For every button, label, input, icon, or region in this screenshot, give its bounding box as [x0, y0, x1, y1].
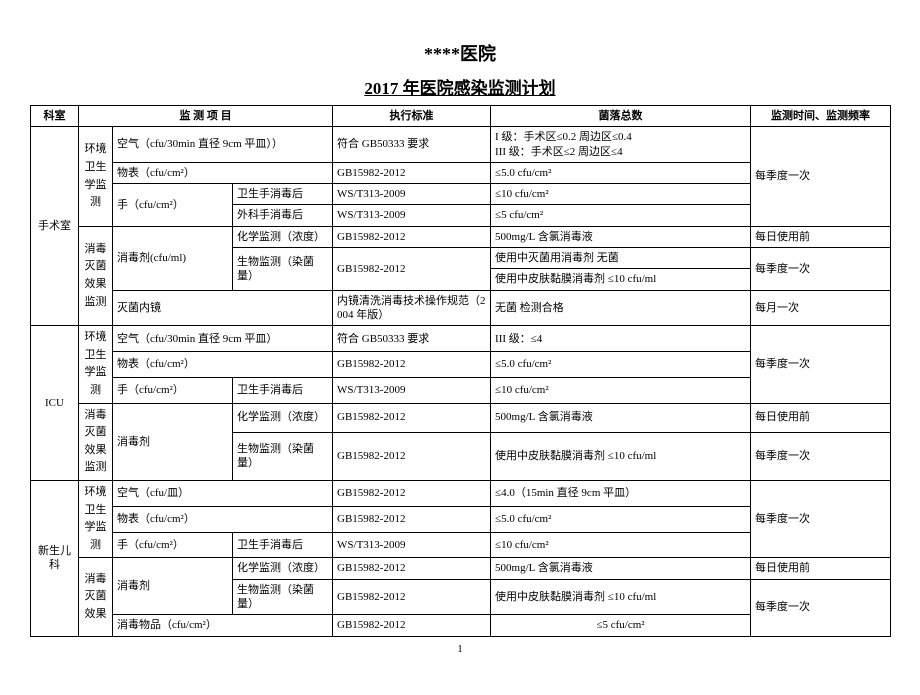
cell: ≤5.0 cfu/cm²	[491, 352, 751, 378]
cell: 使用中灭菌用消毒剂 无菌	[491, 248, 751, 269]
cell: 符合 GB50333 要求	[333, 127, 491, 163]
cell: 500mg/L 含氯消毒液	[491, 558, 751, 579]
table-row: ICU 环境卫生学监测 空气（cfu/30min 直径 9cm 平皿） 符合 G…	[31, 326, 891, 352]
table-row: 消毒灭菌效果 消毒剂 化学监测（浓度） GB15982-2012 500mg/L…	[31, 558, 891, 579]
plan-title: 2017 年医院感染监测计划	[30, 74, 890, 99]
cell: 空气（cfu/30min 直径 9cm 平皿））	[113, 127, 333, 163]
dis-label: 消毒灭菌效果监测	[79, 403, 113, 480]
cell: GB15982-2012	[333, 506, 491, 532]
cell: ≤10 cfu/cm²	[491, 532, 751, 558]
cell: 消毒物品（cfu/cm²）	[113, 615, 333, 636]
cell: GB15982-2012	[333, 432, 491, 480]
cell: 内镜清洗消毒技术操作规范（2004 年版）	[333, 290, 491, 326]
cell: 符合 GB50333 要求	[333, 326, 491, 352]
cell: WS/T313-2009	[333, 184, 491, 205]
cell: GB15982-2012	[333, 579, 491, 615]
cell: ≤10 cfu/cm²	[491, 184, 751, 205]
cell: ≤5.0 cfu/cm²	[491, 506, 751, 532]
cell: GB15982-2012	[333, 248, 491, 291]
th-item: 监 测 项 目	[79, 106, 333, 127]
cell: 每季度一次	[751, 481, 891, 558]
cell: WS/T313-2009	[333, 377, 491, 403]
th-colony: 菌落总数	[491, 106, 751, 127]
cell: 使用中皮肤黏膜消毒剂 ≤10 cfu/ml	[491, 269, 751, 290]
env-label: 环境卫生学监测	[79, 127, 113, 226]
cell: 消毒剂(cfu/ml)	[113, 226, 233, 290]
cell: 外科手消毒后	[233, 205, 333, 226]
cell: GB15982-2012	[333, 481, 491, 507]
th-freq: 监测时间、监测频率	[751, 106, 891, 127]
cell: 生物监测（染菌量）	[233, 432, 333, 480]
cell: 消毒剂	[113, 403, 233, 480]
cell: 化学监测（浓度）	[233, 558, 333, 579]
cell: 手（cfu/cm²）	[113, 184, 233, 227]
monitoring-table: 科室 监 测 项 目 执行标准 菌落总数 监测时间、监测频率 手术室 环境卫生学…	[30, 105, 891, 637]
cell: 生物监测（染菌量）	[233, 579, 333, 615]
cell: WS/T313-2009	[333, 532, 491, 558]
cell: ≤5 cfu/cm²	[491, 205, 751, 226]
cell: GB15982-2012	[333, 162, 491, 183]
cell: 消毒剂	[113, 558, 233, 615]
cell: GB15982-2012	[333, 352, 491, 378]
table-row: 消毒灭菌效果监测 消毒剂(cfu/ml) 化学监测（浓度） GB15982-20…	[31, 226, 891, 247]
env-label: 环境卫生学监测	[79, 326, 113, 403]
cell: 卫生手消毒后	[233, 377, 333, 403]
cell: ≤4.0（15min 直径 9cm 平皿）	[491, 481, 751, 507]
cell: 每季度一次	[751, 248, 891, 291]
cell: 每季度一次	[751, 432, 891, 480]
table-row: 灭菌内镜 内镜清洗消毒技术操作规范（2004 年版） 无菌 检测合格 每月一次	[31, 290, 891, 326]
cell: 物表（cfu/cm²）	[113, 506, 333, 532]
th-dept: 科室	[31, 106, 79, 127]
cell: ≤10 cfu/cm²	[491, 377, 751, 403]
cell: 无菌 检测合格	[491, 290, 751, 326]
cell: 500mg/L 含氯消毒液	[491, 226, 751, 247]
cell: 每日使用前	[751, 558, 891, 579]
env-label: 环境卫生学监测	[79, 481, 113, 558]
cell: 每季度一次	[751, 326, 891, 403]
table-row: 消毒灭菌效果监测 消毒剂 化学监测（浓度） GB15982-2012 500mg…	[31, 403, 891, 432]
hospital-title: ****医院	[30, 40, 890, 66]
cell: 使用中皮肤黏膜消毒剂 ≤10 cfu/ml	[491, 432, 751, 480]
cell: 使用中皮肤黏膜消毒剂 ≤10 cfu/ml	[491, 579, 751, 615]
cell: 化学监测（浓度）	[233, 226, 333, 247]
cell: GB15982-2012	[333, 403, 491, 432]
cell: 500mg/L 含氯消毒液	[491, 403, 751, 432]
cell: ≤5.0 cfu/cm²	[491, 162, 751, 183]
cell: GB15982-2012	[333, 615, 491, 636]
cell: 每日使用前	[751, 226, 891, 247]
cell: 卫生手消毒后	[233, 184, 333, 205]
cell: 化学监测（浓度）	[233, 403, 333, 432]
cell: 生物监测（染菌量）	[233, 248, 333, 291]
cell: GB15982-2012	[333, 558, 491, 579]
cell: 每月一次	[751, 290, 891, 326]
cell: III 级：≤4	[491, 326, 751, 352]
cell: ≤5 cfu/cm²	[491, 615, 751, 636]
cell: 空气（cfu/30min 直径 9cm 平皿）	[113, 326, 333, 352]
cell: 灭菌内镜	[113, 290, 333, 326]
table-row: 新生儿科 环境卫生学监测 空气（cfu/皿） GB15982-2012 ≤4.0…	[31, 481, 891, 507]
dis-label: 消毒灭菌效果	[79, 558, 113, 636]
table-header-row: 科室 监 测 项 目 执行标准 菌落总数 监测时间、监测频率	[31, 106, 891, 127]
cell: 物表（cfu/cm²）	[113, 352, 333, 378]
cell: 手（cfu/cm²）	[113, 532, 233, 558]
dept-or: 手术室	[31, 127, 79, 326]
table-row: 手术室 环境卫生学监测 空气（cfu/30min 直径 9cm 平皿）） 符合 …	[31, 127, 891, 163]
cell: 每日使用前	[751, 403, 891, 432]
cell: 物表（cfu/cm²）	[113, 162, 333, 183]
cell: 每季度一次	[751, 127, 891, 226]
dept-icu: ICU	[31, 326, 79, 481]
cell: WS/T313-2009	[333, 205, 491, 226]
cell: 每季度一次	[751, 579, 891, 636]
page-number: 1	[30, 643, 890, 655]
cell: 卫生手消毒后	[233, 532, 333, 558]
cell: 手（cfu/cm²）	[113, 377, 233, 403]
cell: GB15982-2012	[333, 226, 491, 247]
dept-nicu: 新生儿科	[31, 481, 79, 637]
dis-label: 消毒灭菌效果监测	[79, 226, 113, 325]
cell: I 级：手术区≤0.2 周边区≤0.4 III 级：手术区≤2 周边区≤4	[491, 127, 751, 163]
th-standard: 执行标准	[333, 106, 491, 127]
cell: 空气（cfu/皿）	[113, 481, 333, 507]
